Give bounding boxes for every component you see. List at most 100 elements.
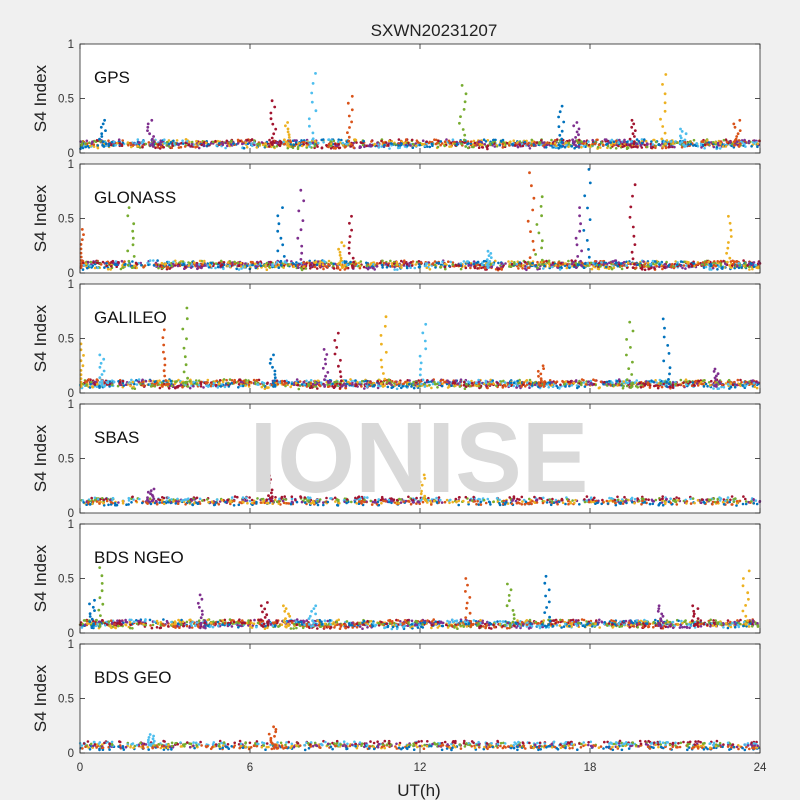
data-point: [321, 263, 325, 267]
data-point: [340, 385, 344, 388]
data-point: [540, 139, 543, 142]
data-point: [245, 146, 249, 149]
data-point: [237, 268, 241, 271]
data-point: [684, 267, 687, 270]
data-point: [110, 265, 113, 268]
peak-point: [333, 385, 337, 388]
data-point: [687, 264, 691, 268]
peak-point: [300, 251, 304, 255]
data-point: [95, 139, 99, 142]
data-point: [638, 264, 642, 268]
peak-point: [487, 264, 490, 268]
peak-point: [659, 117, 662, 121]
data-point: [341, 261, 345, 264]
peak-point: [338, 253, 342, 257]
data-point: [148, 259, 152, 262]
data-point: [564, 385, 567, 388]
data-point: [310, 261, 314, 265]
peak-point: [725, 251, 728, 255]
data-point: [232, 142, 235, 145]
data-point: [126, 141, 130, 144]
peak-point: [684, 132, 688, 136]
data-point: [203, 264, 206, 267]
peak-point: [583, 194, 587, 198]
peak-point: [339, 375, 343, 378]
peak-point: [540, 239, 544, 243]
data-point: [483, 266, 487, 270]
data-point: [314, 261, 317, 265]
data-point: [382, 261, 386, 265]
peak-point: [273, 105, 277, 109]
data-point: [558, 387, 561, 390]
data-point: [524, 385, 527, 388]
data-point: [511, 143, 514, 146]
peak-point: [662, 359, 666, 363]
data-point: [292, 265, 296, 268]
peak-point: [337, 247, 340, 251]
data-point: [608, 261, 611, 265]
data-point: [212, 382, 216, 385]
data-point: [135, 379, 138, 382]
data-point: [638, 381, 642, 385]
data-point: [563, 145, 567, 149]
data-point: [617, 141, 620, 145]
peak-point: [270, 99, 274, 103]
data-point: [365, 261, 368, 265]
data-point: [610, 267, 614, 271]
peak-point: [338, 370, 342, 374]
data-point: [508, 384, 511, 388]
data-point: [247, 383, 251, 387]
data-point: [480, 263, 484, 267]
data-point: [718, 147, 722, 150]
data-point: [290, 382, 294, 386]
peak-point: [100, 381, 104, 385]
data-point: [648, 267, 652, 270]
data-point: [403, 141, 407, 145]
data-point: [512, 139, 515, 142]
data-point: [655, 265, 658, 268]
data-point: [388, 381, 392, 385]
data-point: [559, 383, 562, 387]
data-point: [137, 141, 141, 144]
data-point: [574, 259, 577, 263]
data-point: [626, 261, 630, 265]
data-point: [517, 381, 520, 385]
data-point: [214, 262, 218, 265]
peak-point: [735, 135, 739, 138]
data-point: [541, 141, 544, 144]
peak-point: [531, 239, 535, 243]
data-point: [357, 261, 361, 265]
data-point: [686, 380, 690, 384]
data-point: [530, 138, 534, 142]
data-point: [115, 263, 119, 267]
data-point: [530, 144, 533, 147]
data-point: [622, 384, 625, 388]
data-point: [181, 385, 184, 389]
data-point: [101, 260, 105, 264]
peak-point: [578, 229, 582, 233]
data-point: [597, 267, 601, 271]
data-point: [179, 383, 183, 387]
peak-point: [350, 143, 353, 146]
data-point: [222, 261, 226, 264]
data-point: [450, 384, 453, 388]
data-point: [291, 262, 295, 265]
peak-point: [558, 110, 562, 114]
data-point: [114, 144, 117, 147]
data-point: [436, 382, 439, 386]
data-point: [349, 378, 352, 381]
data-point: [580, 140, 583, 143]
peak-point: [102, 357, 106, 361]
data-point: [664, 146, 668, 150]
peak-point: [542, 367, 545, 370]
data-point: [568, 384, 571, 388]
peak-point: [339, 256, 343, 260]
data-point: [753, 385, 757, 389]
data-point: [570, 145, 573, 148]
data-point: [498, 143, 502, 146]
peak-point: [419, 361, 423, 365]
peak-point: [281, 243, 285, 247]
data-point: [491, 141, 495, 144]
peak-point: [727, 241, 730, 244]
